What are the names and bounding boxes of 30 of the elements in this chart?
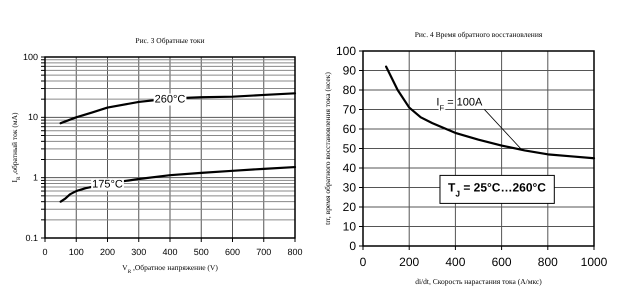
x-tick-label: 1000 (580, 255, 608, 270)
y-tick-label: 10 (28, 112, 38, 122)
x-tick-label: 300 (131, 246, 146, 257)
x-tick-label: 100 (68, 246, 84, 257)
y-tick-label: 20 (342, 200, 356, 214)
x-tick-label: 400 (162, 246, 178, 257)
y-tick-label: 40 (342, 160, 356, 175)
y-tick-label: 1 (32, 172, 38, 183)
x-tick-label: 600 (492, 255, 512, 270)
x-tick-label: 600 (224, 246, 240, 257)
y-tick-label: 60 (342, 122, 356, 136)
x-tick-label: 700 (256, 246, 272, 257)
x-tick-label: 800 (287, 246, 303, 257)
y-tick-label: 30 (342, 180, 356, 194)
y-tick-label: 100 (336, 44, 356, 58)
y-tick-label: 0.1 (25, 232, 38, 243)
y-tick-label: 80 (342, 82, 356, 97)
x-tick-label: 0 (360, 255, 367, 270)
x-tick-label: 200 (399, 255, 420, 270)
annotation: T$_{J}$ = 25°C…260°C (448, 180, 546, 198)
y-tick-label: 70 (342, 102, 356, 116)
x-tick-label: 200 (100, 246, 116, 257)
y-tick-label: 50 (342, 141, 356, 156)
y-tick-label: 100 (22, 52, 38, 62)
y-tick-label: 90 (342, 63, 356, 78)
x-tick-label: 0 (42, 246, 48, 257)
x-tick-label: 500 (194, 246, 209, 257)
y-tick-label: 10 (342, 219, 356, 234)
x-tick-label: 400 (445, 255, 466, 270)
x-tick-label: 800 (538, 255, 558, 270)
